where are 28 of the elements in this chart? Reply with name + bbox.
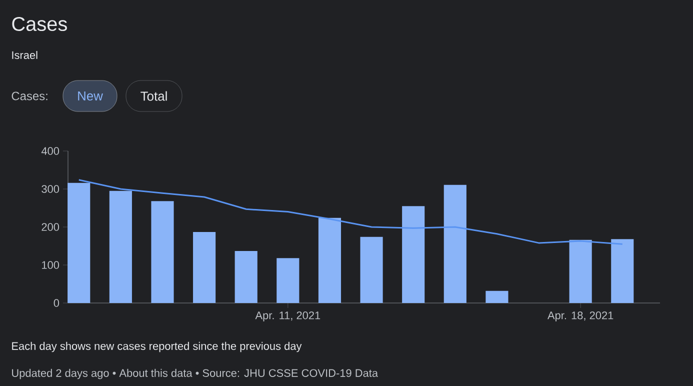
text: Cases:	[12, 92, 48, 100]
y-tick-label: 300	[42, 185, 60, 193]
y-tick-label: 100	[42, 261, 60, 269]
bar	[360, 236, 383, 303]
text: Updated 2 days ago • About this data • Source: JHU CSSE COVID-19 Data	[12, 368, 378, 380]
bar	[234, 250, 258, 303]
chart-subtitle: Israel	[12, 50, 38, 60]
bar	[151, 201, 174, 303]
x-tick-label: Apr. 11, 2021	[255, 312, 320, 322]
line-series	[78, 179, 624, 245]
bar	[569, 240, 592, 303]
text: New	[78, 91, 103, 101]
bar	[611, 239, 634, 303]
bar	[276, 258, 300, 303]
bar	[193, 232, 216, 303]
bar	[486, 290, 508, 303]
y-tick-label: 200	[42, 223, 60, 231]
bar	[68, 182, 90, 303]
text: Each day shows new cases reported since the previous day	[12, 342, 302, 352]
y-tick-label: 400	[41, 147, 60, 155]
y-tick-label: 0	[54, 299, 60, 307]
bar	[444, 184, 466, 303]
x-tick-label: Apr. 18, 2021	[547, 312, 614, 322]
bar	[402, 206, 425, 303]
chart-title: Cases	[12, 16, 67, 32]
text: Total	[140, 91, 167, 101]
bar	[109, 190, 132, 303]
bar	[318, 218, 342, 303]
